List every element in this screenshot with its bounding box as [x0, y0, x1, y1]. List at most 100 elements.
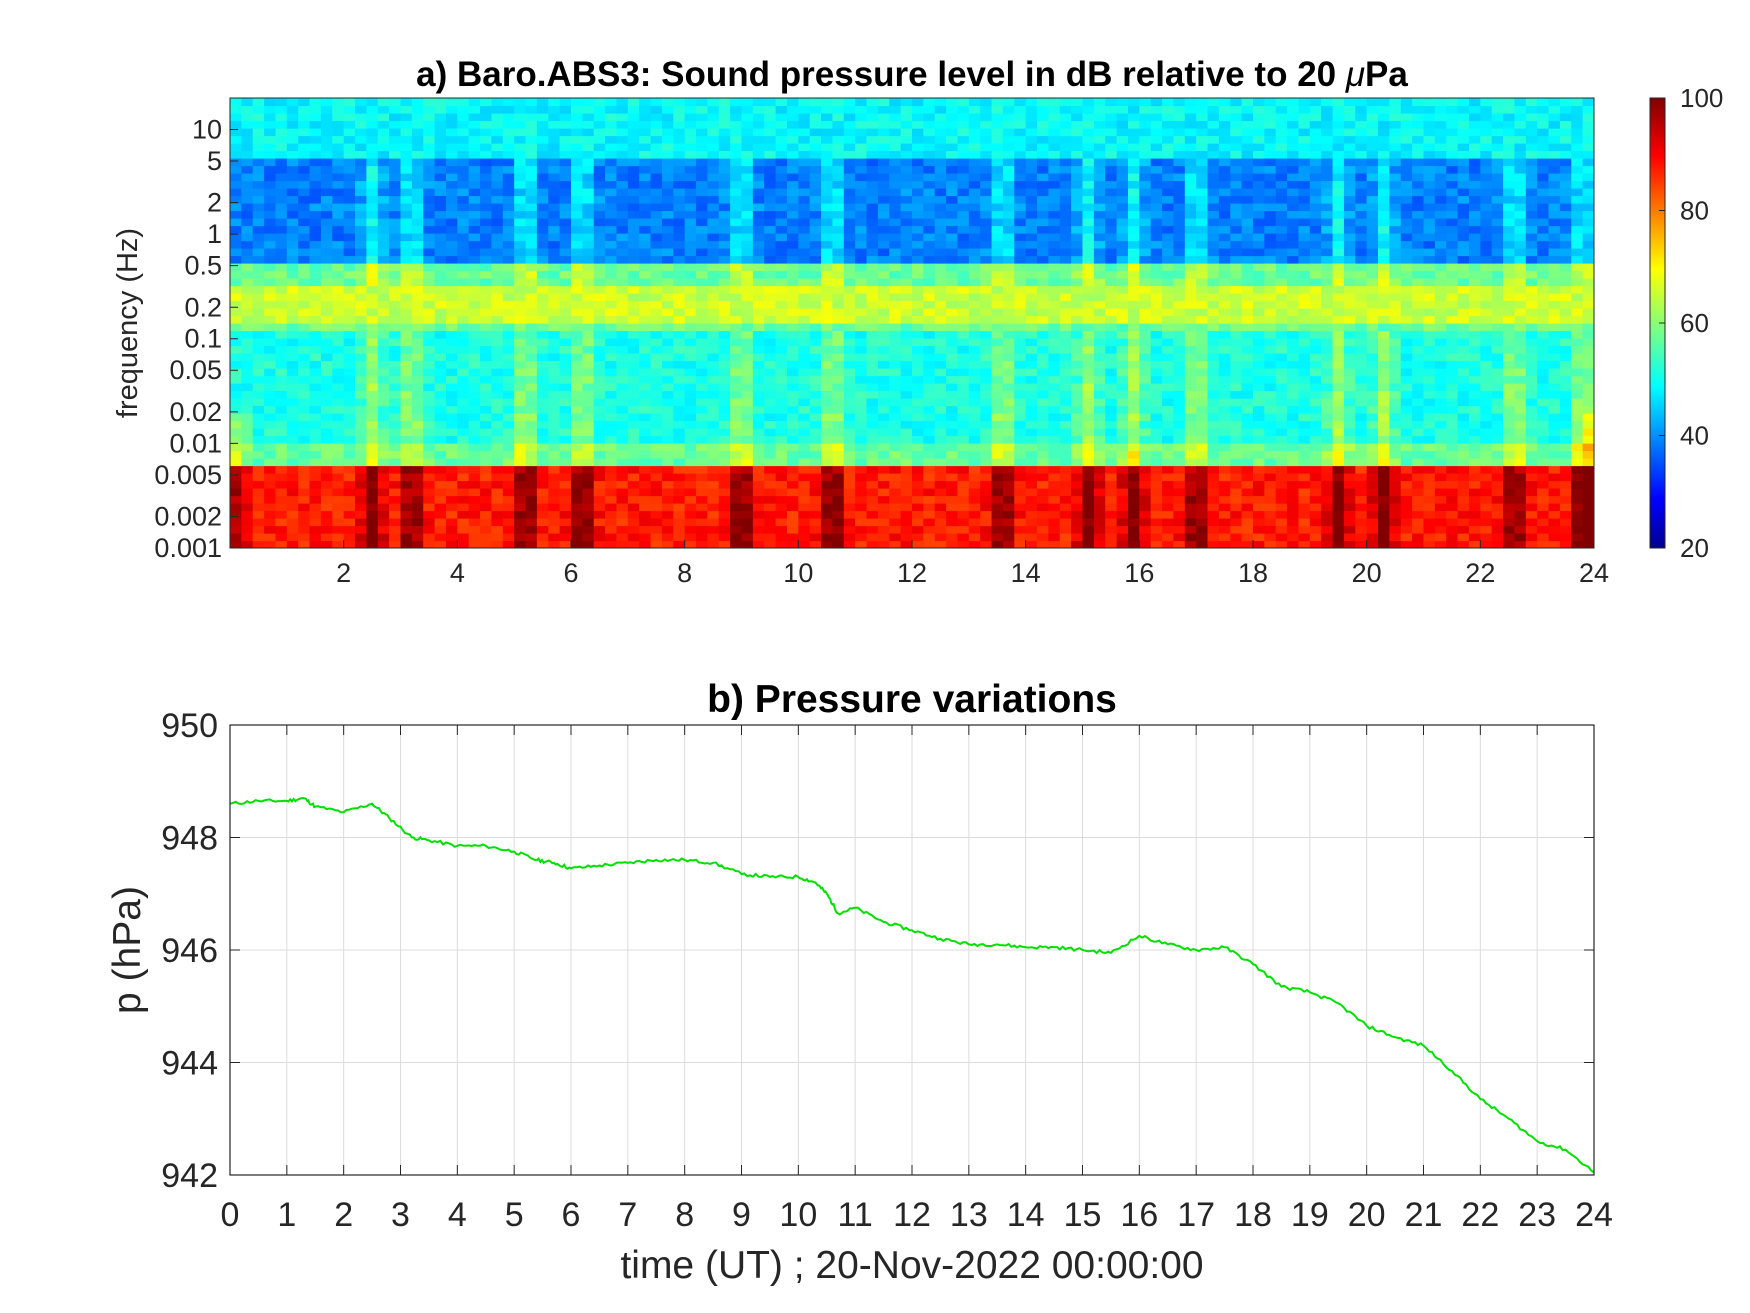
spectrogram-cell [707, 263, 720, 272]
spectrogram-cell [320, 150, 333, 159]
spectrogram-cell [320, 353, 333, 362]
spectrogram-cell [639, 240, 652, 249]
spectrogram-cell [616, 503, 629, 512]
spectrogram-cell [582, 375, 595, 384]
spectrogram-cell [525, 165, 538, 174]
spectrogram-cell [616, 270, 629, 279]
spectrogram-cell [1002, 420, 1015, 429]
spectrogram-cell [923, 398, 936, 407]
spectrogram-cell [400, 308, 413, 317]
spectrogram-cell [559, 435, 572, 444]
spectrogram-cell [389, 195, 402, 204]
spectrogram-cell [400, 255, 413, 264]
spectrogram-cell [502, 270, 515, 279]
spectrogram-cell [571, 225, 583, 234]
spectrogram-cell [457, 533, 470, 542]
spectrogram-cell [639, 135, 652, 144]
spectrogram-cell [673, 383, 686, 392]
spectrogram-cell [912, 128, 924, 137]
spectrogram-cell [1071, 345, 1084, 354]
spectrogram-cell [821, 450, 834, 459]
spectrogram-cell [1025, 383, 1038, 392]
spectrogram-cell [877, 473, 890, 482]
spectrogram-cell [1025, 323, 1038, 332]
spectrogram-cell [1071, 353, 1084, 362]
spectrogram-cell [525, 473, 538, 482]
spectrogram-cell [252, 420, 265, 429]
spectrogram-cell [912, 143, 924, 152]
spectrogram-cell [1059, 120, 1072, 129]
spectrogram-cell [991, 383, 1004, 392]
spectrogram-cell [411, 525, 424, 534]
spectrogram-cell [775, 510, 788, 519]
spectrogram-cell [1002, 173, 1015, 182]
spectrogram-cell [616, 465, 629, 474]
spectrogram-cell [1105, 368, 1118, 377]
spectrogram-cell [332, 285, 345, 294]
spectrogram-cell [1105, 420, 1118, 429]
spectrogram-cell [832, 278, 845, 287]
spectrogram-cell [877, 330, 890, 339]
spectrogram-cell [423, 158, 436, 167]
spectrogram-cell [889, 240, 902, 249]
spectrogram-cell [457, 203, 470, 212]
spectrogram-cell [252, 375, 265, 384]
spectrogram-cell [468, 420, 481, 429]
spectrogram-cell [1082, 278, 1095, 287]
spectrogram-cell [855, 398, 868, 407]
spectrogram-cell [923, 428, 936, 437]
spectrogram-cell [968, 150, 981, 159]
spectrogram-cell [912, 540, 924, 548]
spectrogram-cell [718, 540, 731, 548]
spectrogram-cell [343, 308, 356, 317]
spectrogram-cell [661, 375, 674, 384]
spectrogram-cell [661, 345, 674, 354]
spectrogram-cell [309, 120, 322, 129]
spectrogram-cell [309, 375, 322, 384]
spectrogram-cell [1116, 225, 1129, 234]
spectrogram-cell [468, 240, 481, 249]
spectrogram-cell [730, 323, 743, 332]
spectrogram-cell [730, 435, 743, 444]
spectrogram-cell [468, 435, 481, 444]
spectrogram-cell [809, 443, 822, 452]
spectrogram-cell [661, 488, 674, 497]
spectrogram-cell [616, 120, 629, 129]
spectrogram-cell [1025, 218, 1038, 227]
spectrogram-cell [298, 533, 311, 542]
spectrogram-cell [786, 473, 799, 482]
spectrogram-cell [968, 525, 981, 534]
spectrogram-cell [343, 210, 356, 219]
spectrogram-cell [786, 233, 799, 242]
spectrogram-cell [968, 203, 981, 212]
spectrogram-cell [957, 413, 970, 422]
spectrogram-cell [309, 510, 322, 519]
spectrogram-cell [650, 338, 663, 347]
spectrogram-cell [957, 113, 970, 122]
spectrogram-cell [616, 128, 629, 137]
spectrogram-cell [275, 105, 288, 114]
spectrogram-cell [332, 315, 345, 324]
spectrogram-cell [798, 240, 811, 249]
spectrogram-cell [230, 180, 242, 189]
spectrogram-cell [616, 105, 629, 114]
spectrogram-cell [548, 278, 561, 287]
spectrogram-cell [821, 428, 834, 437]
spectrogram-cell [468, 518, 481, 527]
spectrogram-cell [980, 330, 993, 339]
spectrogram-cell [400, 435, 413, 444]
spectrogram-cell [866, 158, 879, 167]
spectrogram-cell [411, 450, 424, 459]
spectrogram-cell [661, 210, 674, 219]
spectrogram-cell [514, 390, 527, 399]
spectrogram-cell [514, 233, 527, 242]
spectrogram-cell [923, 233, 936, 242]
spectrogram-cell [1002, 398, 1015, 407]
spectrogram-cell [673, 480, 686, 489]
spectrogram-cell [275, 188, 288, 197]
spectrogram-cell [1139, 480, 1152, 489]
spectrogram-cell [480, 210, 493, 219]
spectrogram-cell [1048, 173, 1061, 182]
spectrogram-cell [377, 525, 390, 534]
spectrogram-cell [855, 375, 868, 384]
